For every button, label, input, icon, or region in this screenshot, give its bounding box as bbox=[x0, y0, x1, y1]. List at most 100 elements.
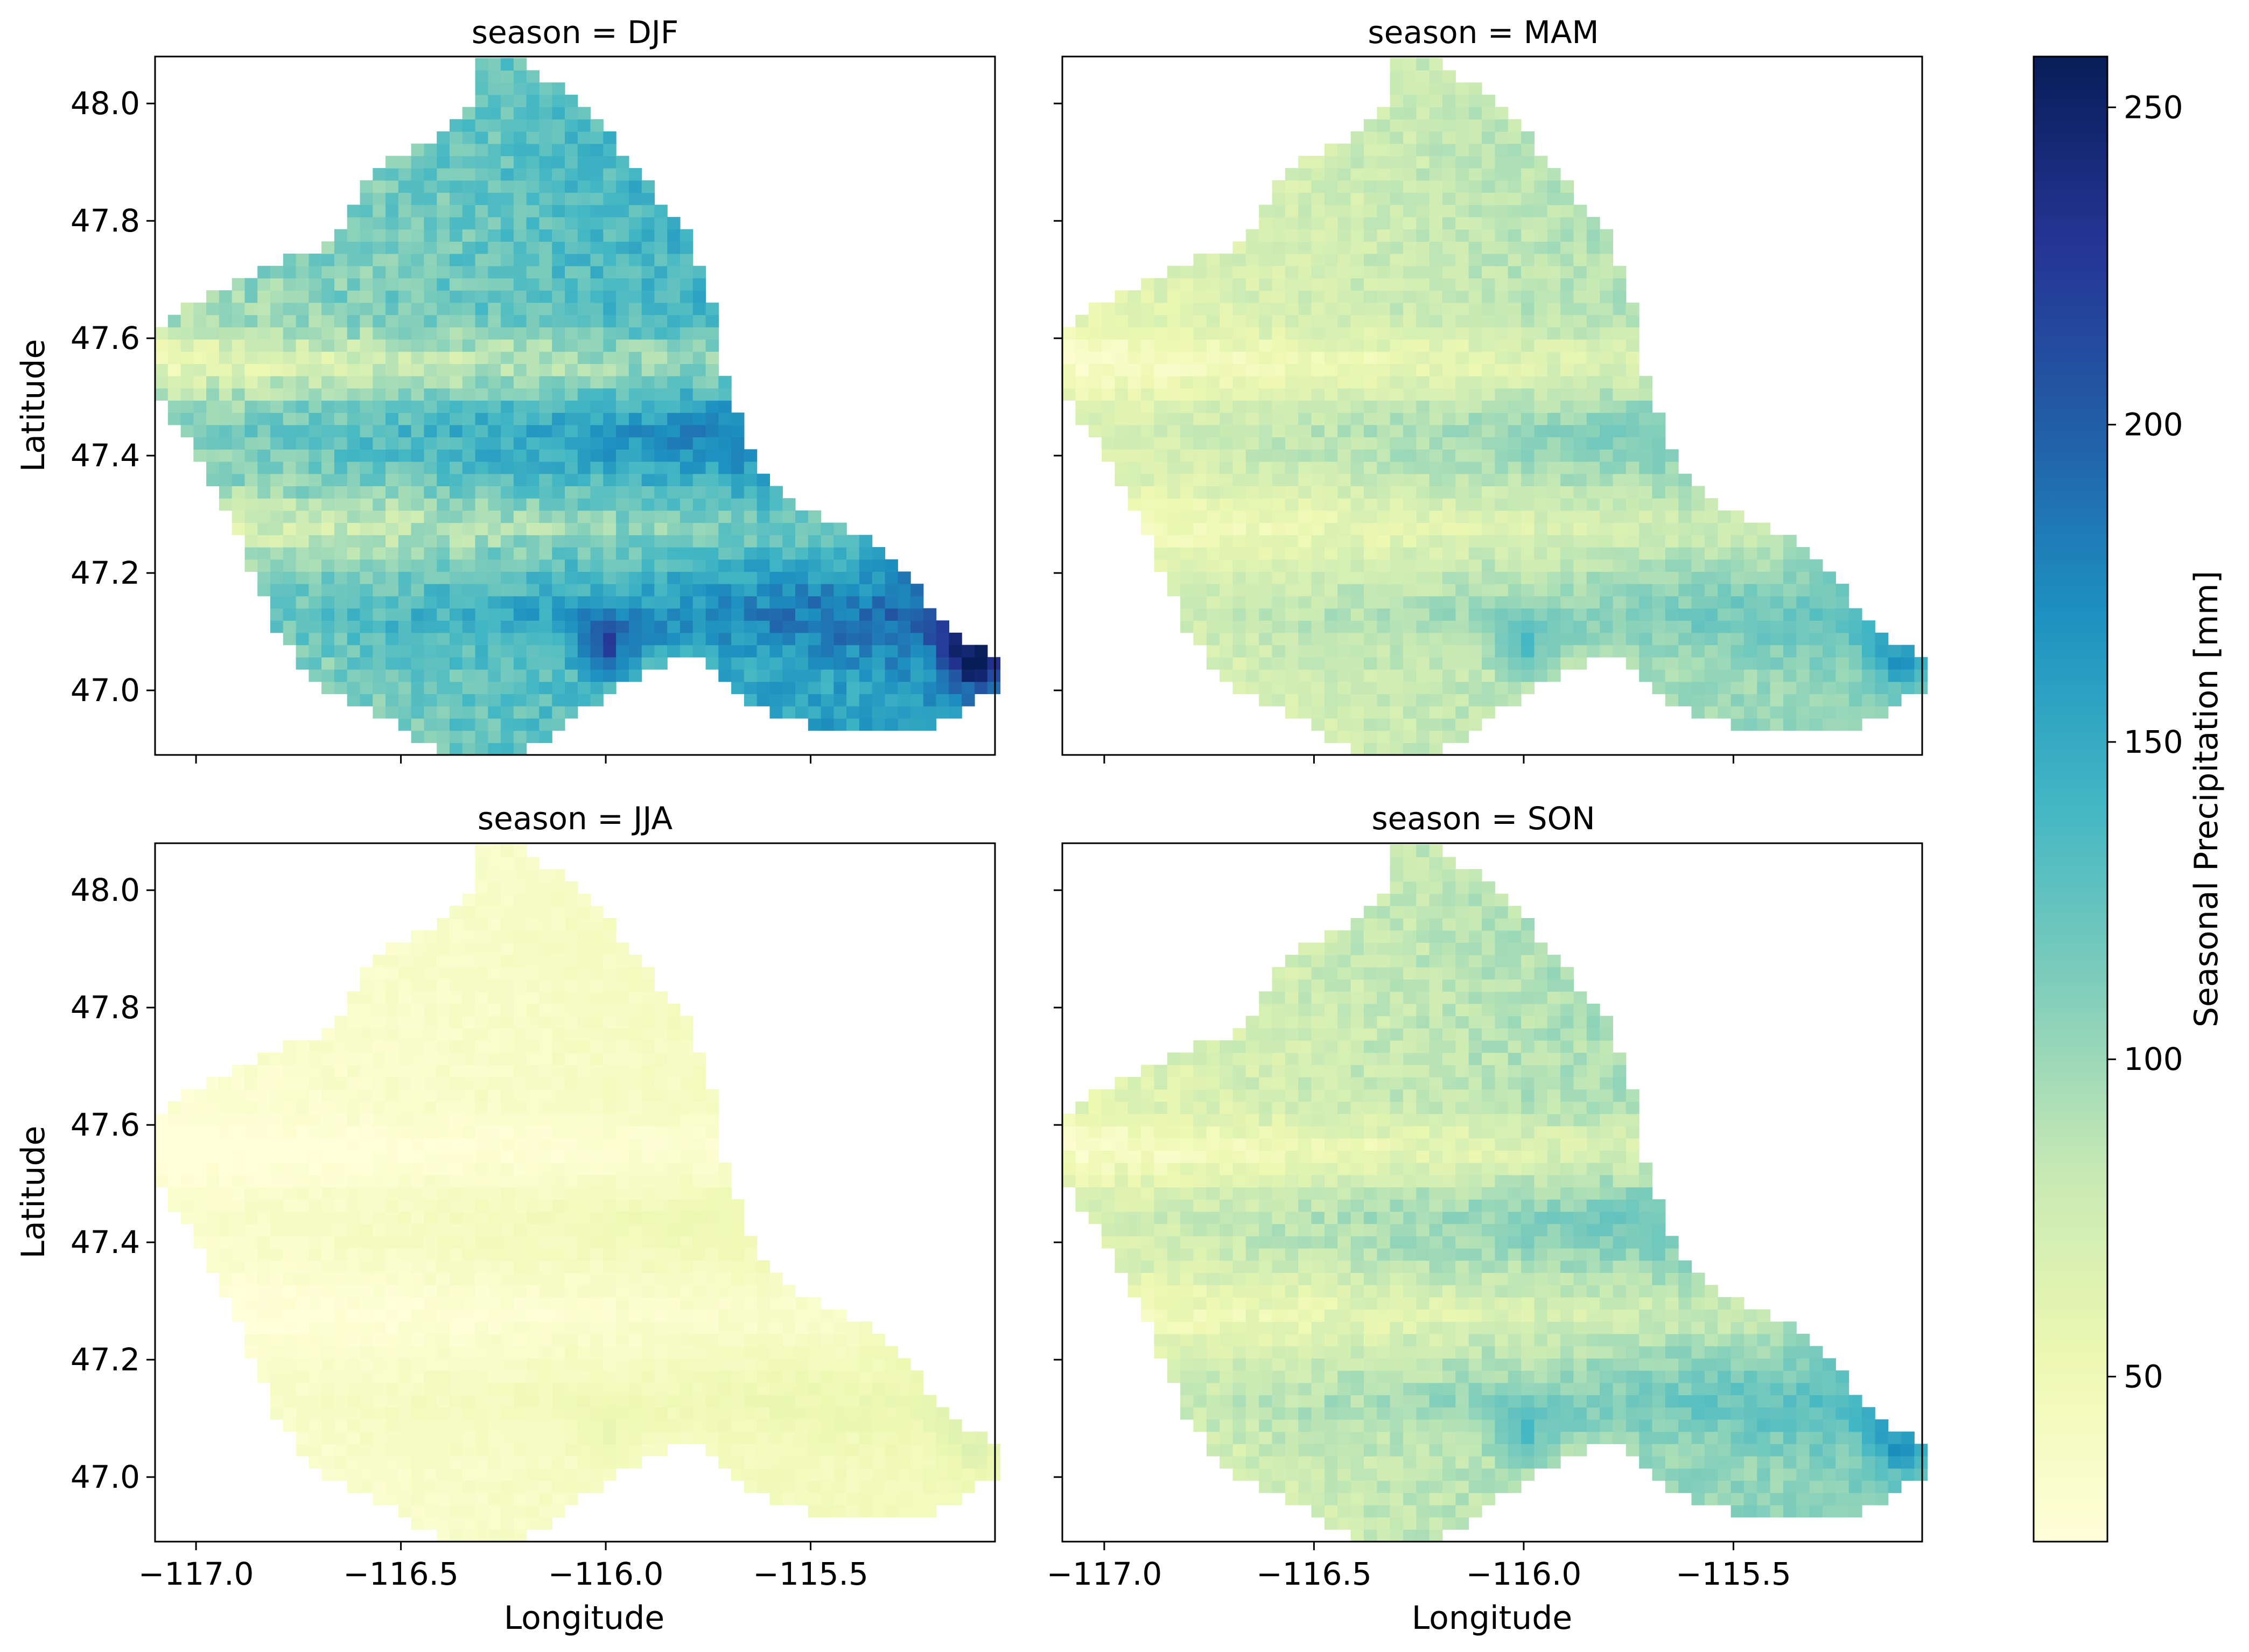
grid-cell bbox=[360, 1346, 373, 1359]
grid-cell bbox=[1600, 229, 1613, 242]
grid-cell bbox=[962, 645, 975, 657]
grid-cell bbox=[373, 584, 386, 597]
grid-cell bbox=[1220, 510, 1233, 523]
grid-cell bbox=[450, 1419, 463, 1432]
grid-cell bbox=[257, 437, 271, 450]
grid-cell bbox=[1455, 571, 1469, 584]
grid-cell bbox=[1691, 498, 1705, 511]
grid-cell bbox=[1429, 706, 1443, 719]
grid-cell bbox=[219, 1138, 233, 1151]
grid-cell bbox=[398, 1260, 412, 1273]
grid-cell bbox=[1363, 571, 1377, 584]
grid-cell bbox=[1390, 119, 1404, 132]
grid-cell bbox=[1259, 547, 1273, 560]
grid-cell bbox=[488, 706, 501, 719]
grid-cell bbox=[552, 608, 565, 621]
grid-cell bbox=[1626, 608, 1640, 621]
grid-cell bbox=[705, 620, 719, 633]
grid-cell bbox=[475, 918, 488, 931]
grid-cell bbox=[1875, 694, 1889, 706]
grid-cell bbox=[1757, 584, 1771, 597]
grid-cell bbox=[1560, 192, 1574, 205]
grid-cell bbox=[424, 955, 437, 968]
grid-cell bbox=[680, 608, 693, 621]
grid-cell bbox=[373, 216, 386, 230]
grid-cell bbox=[373, 1395, 386, 1408]
grid-cell bbox=[386, 412, 399, 425]
grid-cell bbox=[1534, 265, 1548, 278]
grid-cell bbox=[1704, 498, 1718, 511]
grid-cell bbox=[1311, 559, 1325, 572]
grid-cell bbox=[1757, 681, 1771, 695]
grid-cell bbox=[411, 314, 424, 327]
grid-cell bbox=[1259, 461, 1273, 474]
grid-cell bbox=[1455, 216, 1469, 230]
grid-cell bbox=[1141, 449, 1154, 462]
grid-cell bbox=[859, 608, 873, 621]
grid-cell bbox=[437, 265, 450, 278]
grid-cell bbox=[1154, 412, 1168, 425]
grid-cell bbox=[705, 302, 719, 316]
grid-cell bbox=[1350, 143, 1364, 156]
grid-cell bbox=[1888, 657, 1902, 670]
grid-cell bbox=[1482, 486, 1495, 499]
grid-cell bbox=[1534, 522, 1548, 535]
grid-cell bbox=[1862, 694, 1875, 706]
grid-cell bbox=[744, 535, 758, 548]
grid-cell bbox=[577, 290, 591, 303]
grid-cell bbox=[1377, 388, 1391, 401]
grid-cell bbox=[1167, 265, 1181, 278]
grid-cell bbox=[898, 669, 911, 682]
grid-cell bbox=[552, 119, 565, 132]
grid-cell bbox=[1324, 143, 1338, 156]
grid-cell bbox=[309, 1260, 322, 1273]
grid-cell bbox=[398, 669, 412, 682]
grid-cell bbox=[1600, 376, 1613, 389]
grid-cell bbox=[360, 608, 373, 621]
grid-cell bbox=[808, 608, 822, 621]
grid-cell bbox=[424, 424, 437, 438]
grid-cell bbox=[321, 535, 335, 548]
grid-cell bbox=[1167, 473, 1181, 486]
grid-cell bbox=[373, 1114, 386, 1126]
grid-cell bbox=[1442, 473, 1456, 486]
grid-cell bbox=[424, 991, 437, 1004]
grid-cell bbox=[1337, 412, 1351, 425]
grid-cell bbox=[1429, 449, 1443, 462]
grid-cell bbox=[1285, 632, 1299, 646]
grid-cell bbox=[1298, 645, 1312, 657]
grid-cell bbox=[1495, 681, 1509, 695]
grid-cell bbox=[411, 584, 424, 597]
grid-cell bbox=[437, 547, 450, 560]
grid-cell bbox=[347, 1211, 361, 1224]
grid-cell bbox=[206, 473, 220, 486]
grid-cell bbox=[1521, 424, 1535, 438]
grid-cell bbox=[1259, 241, 1273, 254]
grid-cell bbox=[1835, 645, 1849, 657]
grid-cell bbox=[1245, 681, 1259, 695]
grid-cell bbox=[731, 412, 745, 425]
grid-cell bbox=[1521, 510, 1535, 523]
grid-cell bbox=[424, 535, 437, 548]
grid-cell bbox=[795, 694, 809, 706]
grid-cell bbox=[296, 1114, 309, 1126]
grid-cell bbox=[424, 156, 437, 169]
grid-cell bbox=[373, 1187, 386, 1200]
grid-cell bbox=[411, 143, 424, 156]
grid-cell bbox=[1350, 498, 1364, 511]
grid-cell bbox=[321, 486, 335, 499]
grid-cell bbox=[782, 645, 796, 657]
grid-cell bbox=[1495, 119, 1509, 132]
grid-cell bbox=[244, 498, 258, 511]
grid-cell bbox=[1154, 449, 1168, 462]
grid-cell bbox=[1678, 486, 1692, 499]
grid-cell bbox=[424, 278, 437, 291]
grid-cell bbox=[1704, 645, 1718, 657]
grid-cell bbox=[488, 694, 501, 706]
grid-cell bbox=[1298, 254, 1312, 267]
grid-cell bbox=[1521, 632, 1535, 646]
grid-cell bbox=[1482, 205, 1495, 218]
grid-cell bbox=[347, 1163, 361, 1175]
grid-cell bbox=[1613, 559, 1627, 572]
grid-cell bbox=[1730, 657, 1744, 670]
